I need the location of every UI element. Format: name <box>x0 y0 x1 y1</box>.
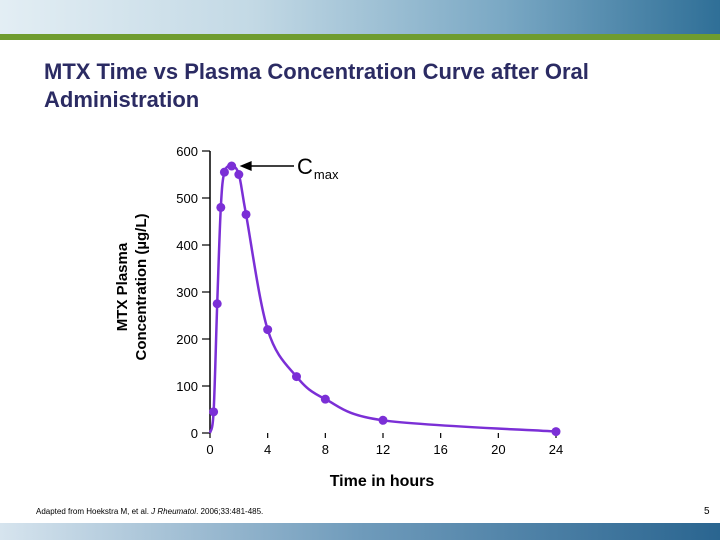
header-accent-line <box>0 34 720 40</box>
slide-title: MTX Time vs Plasma Concentration Curve a… <box>44 59 589 112</box>
y-tick-label: 0 <box>191 426 198 441</box>
data-point <box>320 394 330 404</box>
header-banner <box>0 0 720 34</box>
data-point <box>241 209 251 219</box>
y-axis-label-line2: Concentration (µg/L) <box>133 214 150 361</box>
data-point <box>219 167 229 177</box>
x-tick-label: 24 <box>549 442 563 457</box>
source-citation: Adapted from Hoekstra M, et al. J Rheuma… <box>36 507 263 516</box>
y-tick-label: 100 <box>176 379 198 394</box>
data-point <box>551 427 561 437</box>
data-point <box>227 161 237 171</box>
x-tick-label: 20 <box>491 442 505 457</box>
x-tick-label: 0 <box>206 442 213 457</box>
footer-banner <box>0 523 720 540</box>
y-tick-label: 600 <box>176 144 198 159</box>
y-tick-label: 300 <box>176 285 198 300</box>
series-line <box>208 164 557 434</box>
data-point <box>263 325 273 335</box>
page-number: 5 <box>704 506 710 517</box>
data-point <box>292 372 301 382</box>
y-tick-label: 200 <box>176 332 198 347</box>
data-point <box>216 202 226 212</box>
data-point <box>209 407 219 417</box>
cmax-arrowhead <box>239 161 252 172</box>
data-point <box>212 299 222 309</box>
source-suffix: . 2006;33:481-485. <box>196 507 264 516</box>
x-tick-label: 12 <box>376 442 390 457</box>
y-axis-label-line1: MTX Plasma <box>114 242 131 331</box>
cmax-annotation: Cmax <box>297 154 339 182</box>
source-journal: J Rheumatol <box>151 507 197 516</box>
data-point <box>378 415 388 425</box>
y-tick-label: 500 <box>176 191 198 206</box>
data-point <box>234 170 244 179</box>
x-tick-label: 8 <box>322 442 329 457</box>
x-tick-label: 4 <box>264 442 271 457</box>
source-prefix: Adapted from Hoekstra M, et al. <box>36 507 152 516</box>
x-axis-label: Time in hours <box>330 473 435 490</box>
x-tick-label: 16 <box>433 442 447 457</box>
y-tick-label: 400 <box>176 238 198 253</box>
